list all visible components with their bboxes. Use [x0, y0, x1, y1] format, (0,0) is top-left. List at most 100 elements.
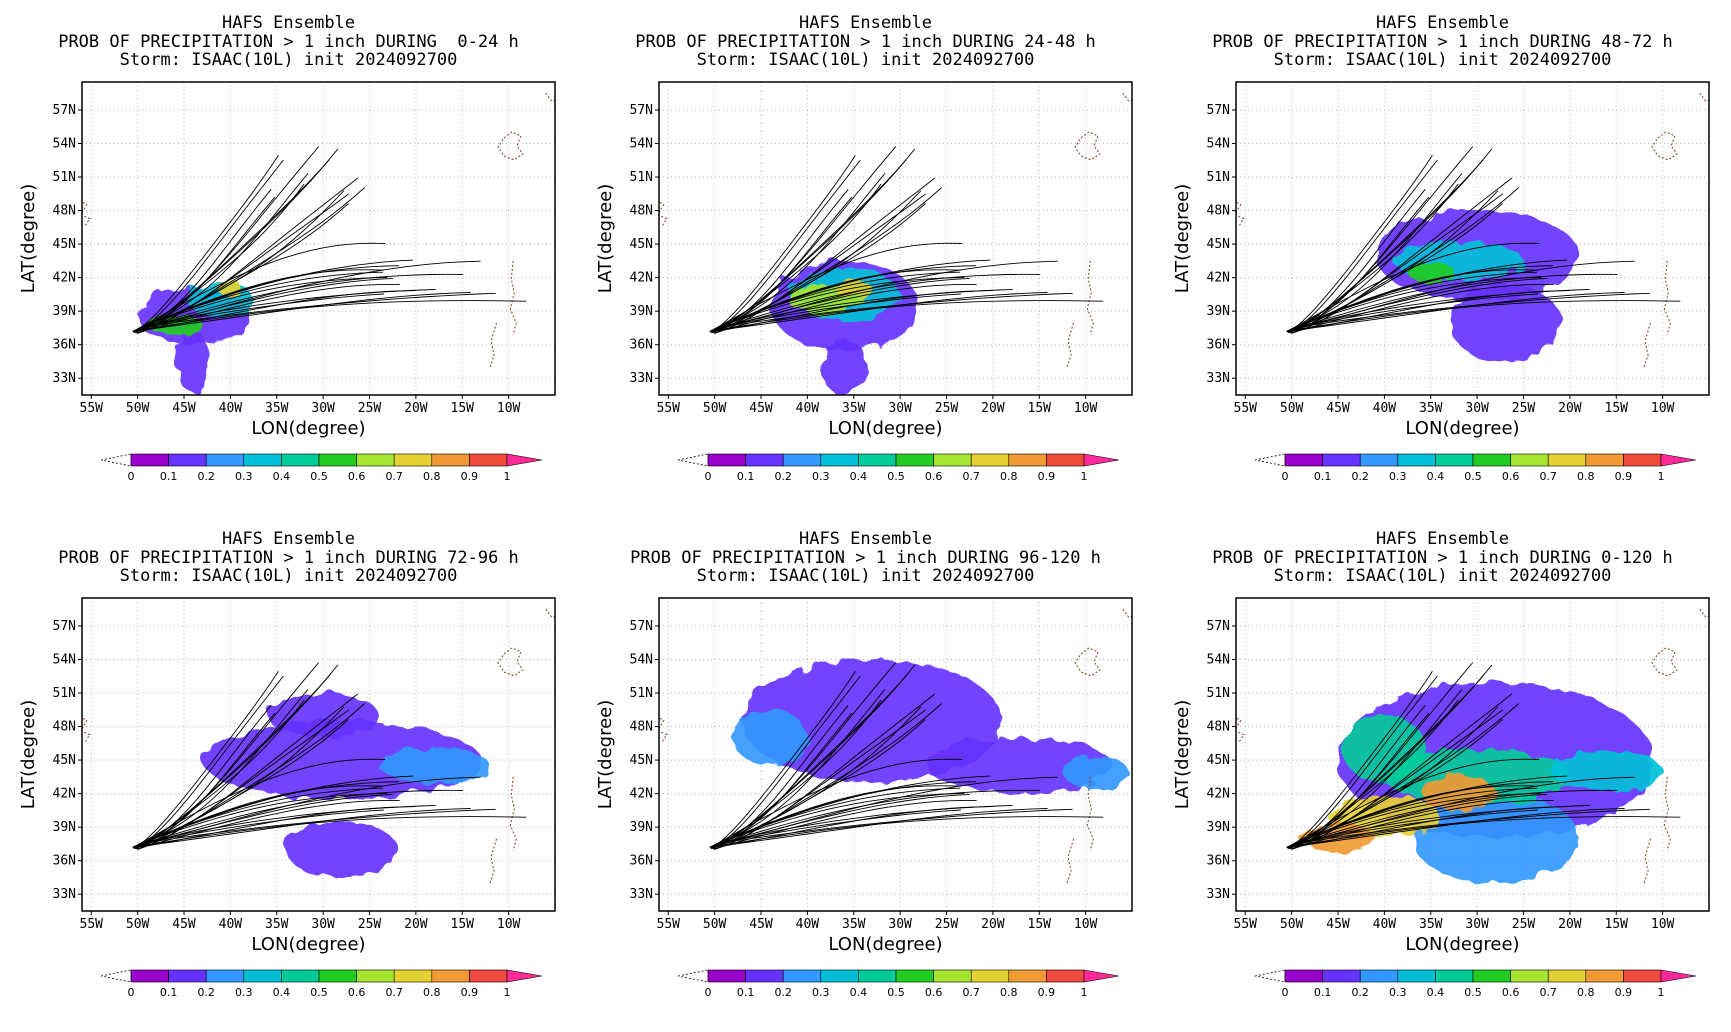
- y-axis-label: LAT(degree): [18, 184, 39, 293]
- chart-panel: HAFS Ensemble PROB OF PRECIPITATION > 1 i…: [1154, 0, 1731, 516]
- x-tick-label: 15W: [1028, 917, 1052, 932]
- colorbar-segment: [130, 969, 169, 983]
- y-tick-label: 36N: [53, 854, 76, 869]
- track-line: [1286, 271, 1538, 332]
- y-tick-label: 54N: [1207, 652, 1230, 667]
- track-line: [709, 808, 1073, 848]
- ensemble-tracks: [709, 146, 1104, 334]
- colorbar-segment: [281, 969, 320, 983]
- x-tick-label: 20W: [404, 401, 428, 416]
- track-line: [709, 300, 1104, 332]
- track-line: [709, 148, 916, 332]
- colorbar-tick-label: 1: [1658, 986, 1665, 999]
- colorbar-segment: [1585, 969, 1624, 983]
- x-tick-label: 25W: [358, 917, 382, 932]
- track-line: [709, 664, 916, 848]
- chart-title-line: HAFS Ensemble: [1375, 13, 1510, 33]
- track-line: [132, 300, 527, 332]
- chart-title-line: PROB OF PRECIPITATION > 1 inch DURING 48…: [1212, 31, 1673, 52]
- colorbar-tick-label: 0: [705, 470, 712, 483]
- colorbar-under-triangle: [677, 453, 709, 467]
- track-line: [709, 292, 1048, 332]
- track-line: [132, 173, 309, 332]
- x-tick-label: 40W: [219, 401, 243, 416]
- colorbar-tick-label: 0.3: [235, 470, 253, 483]
- track-line: [709, 242, 963, 332]
- x-tick-label: 50W: [126, 401, 150, 416]
- chart-title: HAFS Ensemble PROB OF PRECIPITATION > 1 i…: [577, 14, 1154, 70]
- colorbar-tick-label: 0.5: [310, 470, 328, 483]
- y-tick-label: 39N: [630, 820, 653, 835]
- track-line: [709, 789, 1041, 848]
- chart-svg: 55W 50W 45W 40W 35W 30W 25W 20W 15W 10W 33N 36N 39N 4…: [1172, 597, 1710, 999]
- x-tick-label: 30W: [888, 917, 912, 932]
- track-line: [1286, 808, 1625, 848]
- colorbar-tick-label: 0.4: [850, 986, 868, 999]
- coastline: [1086, 260, 1094, 335]
- x-axis-label: LON(degree): [251, 418, 365, 439]
- plot-frame: [81, 81, 556, 396]
- track-line: [709, 273, 1041, 332]
- colorbar-tick-label: 0.9: [1615, 470, 1633, 483]
- x-tick-label: 40W: [796, 917, 820, 932]
- track-line: [132, 816, 527, 848]
- track-line: [709, 808, 1048, 848]
- y-tick-label: 39N: [1207, 820, 1230, 835]
- coastline: [659, 717, 668, 743]
- plot-frame: [81, 597, 556, 912]
- coastline: [1643, 320, 1652, 368]
- colorbar-segment: [1547, 969, 1587, 983]
- track-line: [1286, 670, 1433, 850]
- x-tick-label: 15W: [1605, 401, 1629, 416]
- y-tick-label: 51N: [53, 170, 76, 185]
- track-line: [132, 292, 471, 332]
- colorbar-tick-label: 0.4: [273, 470, 291, 483]
- y-tick-label: 45N: [630, 237, 653, 252]
- track-line: [1286, 664, 1493, 848]
- y-tick-label: 42N: [630, 787, 653, 802]
- coastline: [1122, 608, 1132, 618]
- colorbar-segment: [1322, 453, 1361, 467]
- coastline: [1643, 836, 1652, 884]
- probability-area: [742, 659, 1003, 783]
- x-tick-label: 25W: [358, 401, 382, 416]
- track-line: [132, 271, 384, 332]
- x-tick-label: 35W: [1419, 917, 1443, 932]
- colorbar-segment: [895, 453, 934, 467]
- x-tick-label: 10W: [1074, 917, 1098, 932]
- coastline: [1236, 717, 1245, 743]
- chart-title-line: Storm: ISAAC(10L) init 2024092700: [696, 50, 1035, 70]
- probability-area: [835, 279, 873, 298]
- chart-title-line: HAFS Ensemble: [1375, 529, 1510, 549]
- colorbar-tick-label: 0.1: [160, 986, 178, 999]
- colorbar-segment: [820, 453, 859, 467]
- coastline: [545, 92, 555, 102]
- y-tick-label: 36N: [1207, 338, 1230, 353]
- colorbar-segment: [1397, 453, 1436, 467]
- y-tick-label: 39N: [53, 820, 76, 835]
- x-tick-label: 25W: [935, 401, 959, 416]
- y-axis-label: LAT(degree): [595, 700, 616, 809]
- x-tick-label: 10W: [1651, 401, 1675, 416]
- coastline: [545, 608, 555, 618]
- x-tick-label: 40W: [796, 401, 820, 416]
- colorbar-tick-label: 0.6: [348, 470, 366, 483]
- probability-area: [286, 821, 398, 878]
- colorbar-segment: [469, 969, 508, 983]
- y-tick-label: 48N: [1207, 720, 1230, 735]
- colorbar-over-triangle: [1083, 453, 1120, 467]
- colorbar-tick-label: 0.8: [1577, 986, 1595, 999]
- colorbar-tick-label: 1: [1081, 470, 1088, 483]
- y-tick-label: 45N: [630, 753, 653, 768]
- track-line: [132, 277, 393, 332]
- x-tick-label: 55W: [657, 401, 681, 416]
- track-line: [132, 154, 279, 334]
- y-tick-label: 57N: [630, 103, 653, 118]
- coastline: [1699, 92, 1709, 102]
- colorbar-tick-label: 0.2: [197, 470, 215, 483]
- x-tick-label: 15W: [1028, 401, 1052, 416]
- colorbar-tick-label: 0.3: [1389, 986, 1407, 999]
- chart-svg: 55W 50W 45W 40W 35W 30W 25W 20W 15W 10W 33N 36N 39N 4…: [595, 81, 1133, 483]
- track-line: [132, 787, 384, 848]
- colorbar-segment: [393, 969, 433, 983]
